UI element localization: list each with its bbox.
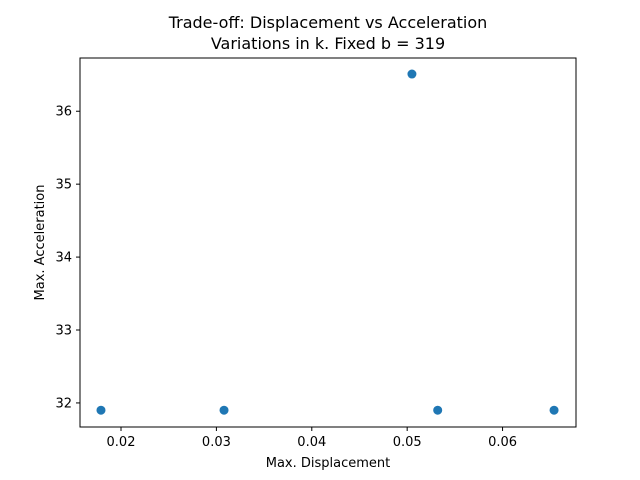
x-tick-label: 0.06 <box>488 435 517 450</box>
x-axis: 0.02 0.03 0.04 0.05 0.06 <box>107 427 517 450</box>
data-point <box>96 405 106 415</box>
y-tick-label: 34 <box>55 251 72 266</box>
plot-area <box>79 57 577 428</box>
chart-title: Trade-off: Displacement vs Acceleration <box>168 13 488 32</box>
data-point <box>549 405 559 415</box>
y-tick-label: 35 <box>55 178 72 193</box>
data-point <box>433 405 443 415</box>
x-tick-label: 0.03 <box>202 435 231 450</box>
x-axis-label: Max. Displacement <box>266 456 391 471</box>
y-tick-label: 36 <box>55 105 72 120</box>
x-tick-label: 0.02 <box>107 435 136 450</box>
y-tick-label: 33 <box>55 324 72 339</box>
x-tick-label: 0.05 <box>393 435 422 450</box>
y-tick-label: 32 <box>55 396 72 411</box>
y-axis: 32 33 34 35 36 <box>55 105 80 411</box>
chart-subtitle: Variations in k. Fixed b = 319 <box>211 34 445 53</box>
data-point <box>407 69 417 79</box>
data-point <box>219 405 229 415</box>
y-axis-label: Max. Acceleration <box>33 185 48 301</box>
data-points <box>96 69 559 415</box>
x-tick-label: 0.04 <box>297 435 326 450</box>
